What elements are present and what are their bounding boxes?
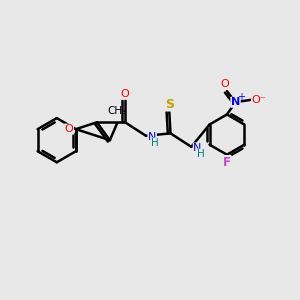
Text: H: H [152, 138, 159, 148]
Text: H: H [197, 149, 205, 159]
Text: N: N [231, 97, 240, 107]
Text: O: O [220, 79, 229, 89]
Text: O: O [121, 89, 130, 99]
Text: N: N [193, 143, 202, 153]
Text: N: N [148, 132, 156, 142]
Text: O: O [64, 124, 74, 134]
Text: S: S [165, 98, 174, 111]
Text: CH₃: CH₃ [108, 106, 127, 116]
Text: +: + [237, 92, 245, 102]
Text: F: F [223, 156, 231, 169]
Text: O⁻: O⁻ [251, 95, 266, 105]
